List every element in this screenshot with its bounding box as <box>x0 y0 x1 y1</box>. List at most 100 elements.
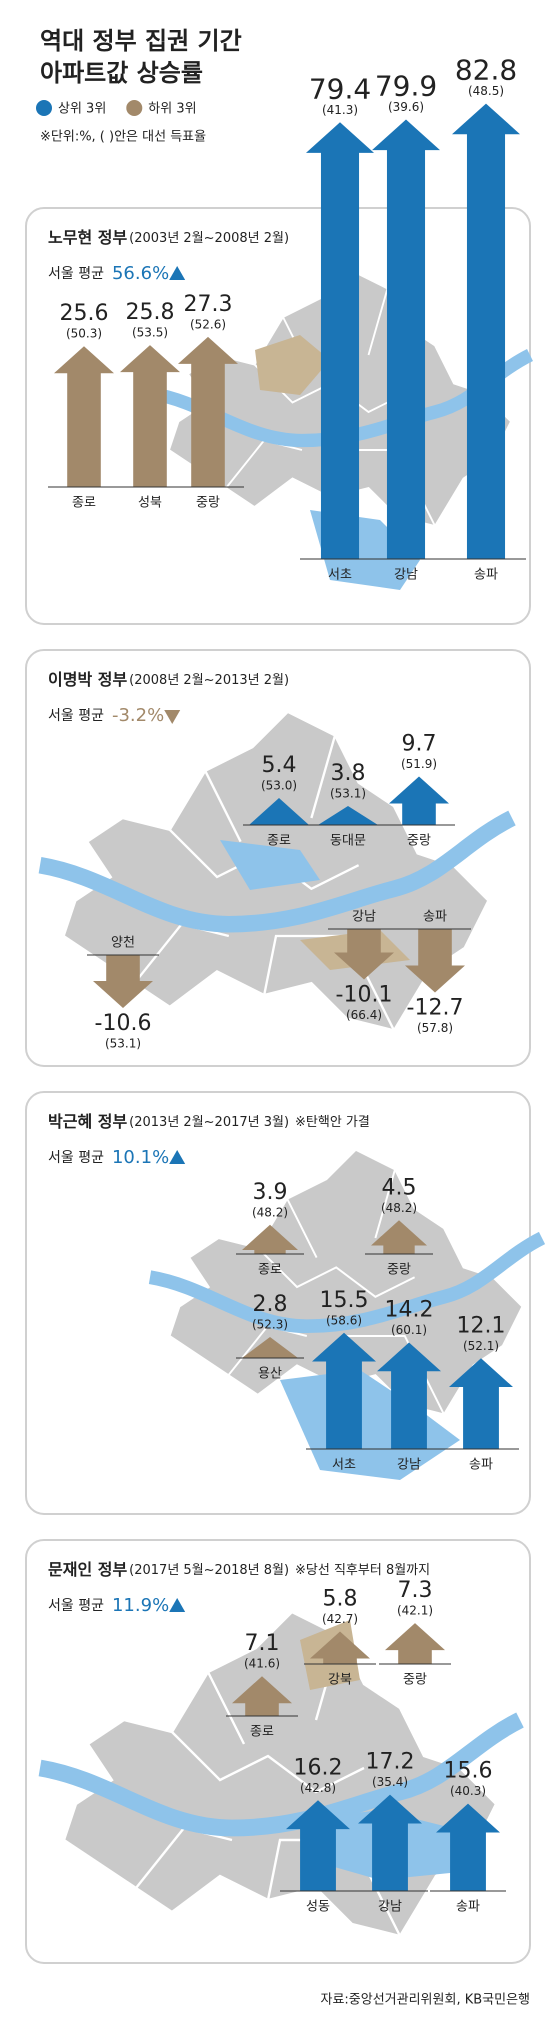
value-label: 79.4 <box>309 72 371 105</box>
arrow <box>312 1332 376 1449</box>
arrow <box>372 119 440 560</box>
vote-label: (42.1) <box>397 1604 433 1618</box>
district-label: 동대문 <box>330 834 366 849</box>
trend-icon <box>169 266 186 280</box>
district-label: 종로 <box>250 1725 274 1740</box>
vote-label: (48.2) <box>381 1201 417 1215</box>
average: 서울 평균 10.1% <box>48 1147 169 1168</box>
value-label: -10.1 <box>336 983 393 1008</box>
vote-label: (53.0) <box>261 779 297 793</box>
district-label: 중랑 <box>407 834 431 849</box>
arrow <box>449 1358 513 1449</box>
panel-name: 이명박 정부 <box>48 670 127 689</box>
average-value: -3.2% <box>112 705 164 726</box>
vote-label: (57.8) <box>417 1021 453 1035</box>
district-label: 강남 <box>378 1900 402 1915</box>
value-label: -10.6 <box>95 1011 152 1036</box>
value-label: 9.7 <box>402 732 437 757</box>
title: 아파트값 상승률 <box>40 59 203 87</box>
map-highlight <box>255 335 330 395</box>
arrow <box>385 1623 445 1664</box>
value-label: 79.9 <box>375 70 437 103</box>
arrow <box>310 1631 370 1664</box>
district-label: 성동 <box>306 1900 330 1915</box>
average: 서울 평균 -3.2% <box>48 705 164 726</box>
trend-icon <box>169 1150 186 1164</box>
value-label: 3.8 <box>331 761 366 786</box>
panel-note: ※탄핵안 가결 <box>295 1115 370 1130</box>
district-label: 양천 <box>111 936 135 951</box>
vote-label: (48.5) <box>468 84 504 98</box>
district-label: 강남 <box>352 910 376 925</box>
panel-name: 박근혜 정부 <box>48 1112 127 1131</box>
panel-title: 박근혜 정부 (2013년 2월~2017년 3월) ※탄핵안 가결 <box>48 1112 370 1131</box>
arrow <box>436 1803 500 1891</box>
value-label: 3.9 <box>253 1180 288 1205</box>
vote-label: (52.3) <box>252 1318 288 1332</box>
panel-period: (2013년 2월~2017년 3월) <box>129 1115 289 1130</box>
panel-title: 문재인 정부 (2017년 5월~2018년 8월) ※당선 직후부터 8월까지 <box>48 1560 430 1579</box>
value-label: 15.6 <box>444 1759 493 1784</box>
average-label: 서울 평균 <box>48 708 104 724</box>
title: 역대 정부 집권 기간 <box>40 27 242 55</box>
arrow <box>54 346 114 487</box>
district-label: 중랑 <box>403 1673 427 1688</box>
panel-name: 노무현 정부 <box>48 228 127 247</box>
value-label: -12.7 <box>407 996 464 1021</box>
arrow <box>389 776 449 825</box>
district-label: 성북 <box>138 496 162 511</box>
panel-title: 이명박 정부 (2008년 2월~2013년 2월) <box>48 670 289 689</box>
legend-label: 상위 3위 <box>58 102 106 117</box>
average-label: 서울 평균 <box>48 1150 104 1166</box>
arrow <box>178 336 238 487</box>
vote-label: (53.1) <box>105 1037 141 1051</box>
district-label: 서초 <box>332 1458 356 1473</box>
district-label: 강남 <box>394 568 418 583</box>
value-label: 25.8 <box>126 300 175 325</box>
trend-icon <box>169 1598 186 1612</box>
arrow <box>405 929 465 993</box>
legend-label: 하위 3위 <box>148 102 196 117</box>
trend-icon <box>164 710 181 724</box>
vote-label: (51.9) <box>401 757 437 771</box>
arrow <box>358 1794 422 1891</box>
vote-label: (53.5) <box>132 326 168 340</box>
panel-period: (2017년 5월~2018년 8월) <box>129 1563 289 1578</box>
vote-label: (60.1) <box>391 1323 427 1337</box>
average: 서울 평균 56.6% <box>48 263 169 284</box>
value-label: 4.5 <box>382 1175 417 1200</box>
value-label: 5.4 <box>262 753 297 778</box>
vote-label: (41.3) <box>322 103 358 117</box>
value-label: 25.6 <box>60 301 109 326</box>
average-value: 56.6% <box>112 263 169 284</box>
value-label: 2.8 <box>253 1292 288 1317</box>
vote-label: (42.7) <box>322 1612 358 1626</box>
district-label: 송파 <box>469 1458 493 1473</box>
average: 서울 평균 11.9% <box>48 1595 169 1616</box>
value-label: 27.3 <box>184 292 233 317</box>
value-label: 16.2 <box>294 1755 343 1780</box>
district-label: 강남 <box>397 1458 421 1473</box>
value-label: 5.8 <box>323 1587 358 1612</box>
value-label: 14.2 <box>385 1298 434 1323</box>
arrow <box>232 1676 292 1716</box>
arrow <box>93 955 153 1008</box>
vote-label: (52.1) <box>463 1339 499 1353</box>
vote-label: (53.1) <box>330 787 366 801</box>
panel-name: 문재인 정부 <box>48 1560 127 1579</box>
vote-label: (58.6) <box>326 1313 362 1327</box>
vote-label: (41.6) <box>244 1657 280 1671</box>
arrow <box>242 1224 298 1254</box>
panel-note: ※당선 직후부터 8월까지 <box>295 1563 430 1578</box>
district-label: 중랑 <box>387 1263 411 1278</box>
district-label: 중랑 <box>196 496 220 511</box>
average-value: 11.9% <box>112 1595 169 1616</box>
arrow <box>249 798 309 825</box>
value-label: 7.3 <box>398 1578 433 1603</box>
panel-title: 노무현 정부 (2003년 2월~2008년 2월) <box>48 228 289 247</box>
district-label: 종로 <box>267 834 291 849</box>
arrow <box>334 929 394 980</box>
average-label: 서울 평균 <box>48 1598 104 1614</box>
vote-label: (52.6) <box>190 317 226 331</box>
